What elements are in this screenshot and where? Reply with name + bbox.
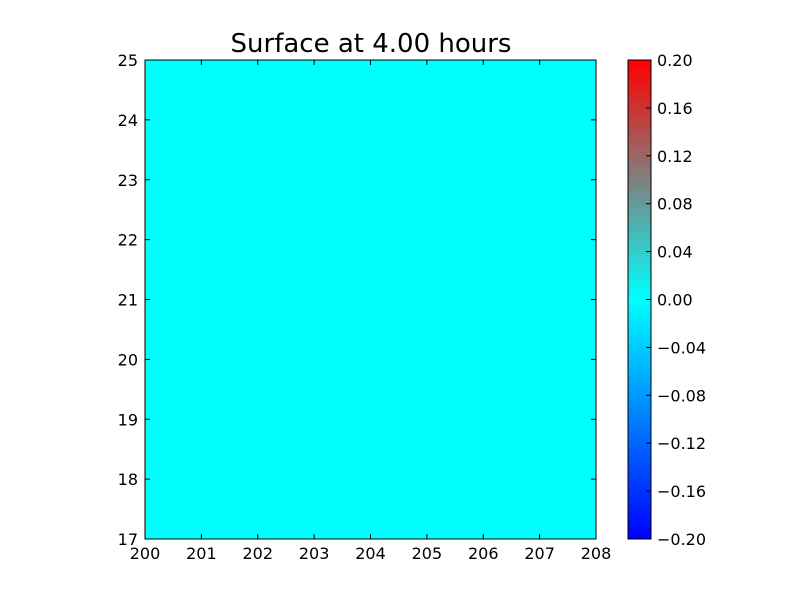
x-tick-label: 208 bbox=[581, 544, 612, 563]
colorbar-tick-label: 0.08 bbox=[657, 195, 693, 214]
y-tick-label: 22 bbox=[118, 231, 138, 250]
x-tick-label: 200 bbox=[130, 544, 161, 563]
plot-area bbox=[144, 59, 597, 540]
x-tick-label: 203 bbox=[299, 544, 330, 563]
x-tick-label: 207 bbox=[524, 544, 555, 563]
colorbar-tick-label: −0.16 bbox=[657, 482, 706, 501]
y-axis: 17 18 19 20 21 22 23 24 25 bbox=[118, 51, 596, 549]
colorbar-tick-label: 0.04 bbox=[657, 243, 693, 262]
colorbar-tick-label: −0.08 bbox=[657, 386, 706, 405]
x-tick-label: 204 bbox=[355, 544, 386, 563]
x-axis: 200 201 202 203 204 205 206 207 208 bbox=[130, 60, 612, 563]
chart-title: Surface at 4.00 hours bbox=[231, 29, 512, 59]
x-tick-label: 202 bbox=[242, 544, 273, 563]
colorbar: 0.20 0.16 0.12 0.08 0.04 0.00 −0.04 −0.08 −0.12 −… bbox=[627, 51, 706, 549]
x-tick-label: 206 bbox=[468, 544, 499, 563]
x-tick-label: 205 bbox=[412, 544, 443, 563]
colorbar-tick-label: −0.12 bbox=[657, 434, 706, 453]
colorbar-tick-label: −0.04 bbox=[657, 338, 706, 357]
y-tick-label: 23 bbox=[118, 171, 138, 190]
colorbar-tick-label: 0.16 bbox=[657, 99, 693, 118]
y-tick-label: 20 bbox=[118, 350, 138, 369]
y-tick-label: 17 bbox=[118, 530, 138, 549]
colorbar-tick-label: 0.00 bbox=[657, 291, 693, 310]
y-tick-label: 24 bbox=[118, 111, 138, 130]
y-tick-label: 25 bbox=[118, 51, 138, 70]
y-tick-label: 18 bbox=[118, 470, 138, 489]
colorbar-ticks: 0.20 0.16 0.12 0.08 0.04 0.00 −0.04 −0.08 −0.12 −… bbox=[646, 51, 706, 549]
surface-field bbox=[145, 60, 596, 539]
colorbar-tick-label: 0.20 bbox=[657, 51, 693, 70]
y-tick-label: 19 bbox=[118, 410, 138, 429]
y-tick-label: 21 bbox=[118, 291, 138, 310]
colorbar-tick-label: 0.12 bbox=[657, 147, 693, 166]
x-tick-label: 201 bbox=[186, 544, 217, 563]
colorbar-tick-label: −0.20 bbox=[657, 530, 706, 549]
